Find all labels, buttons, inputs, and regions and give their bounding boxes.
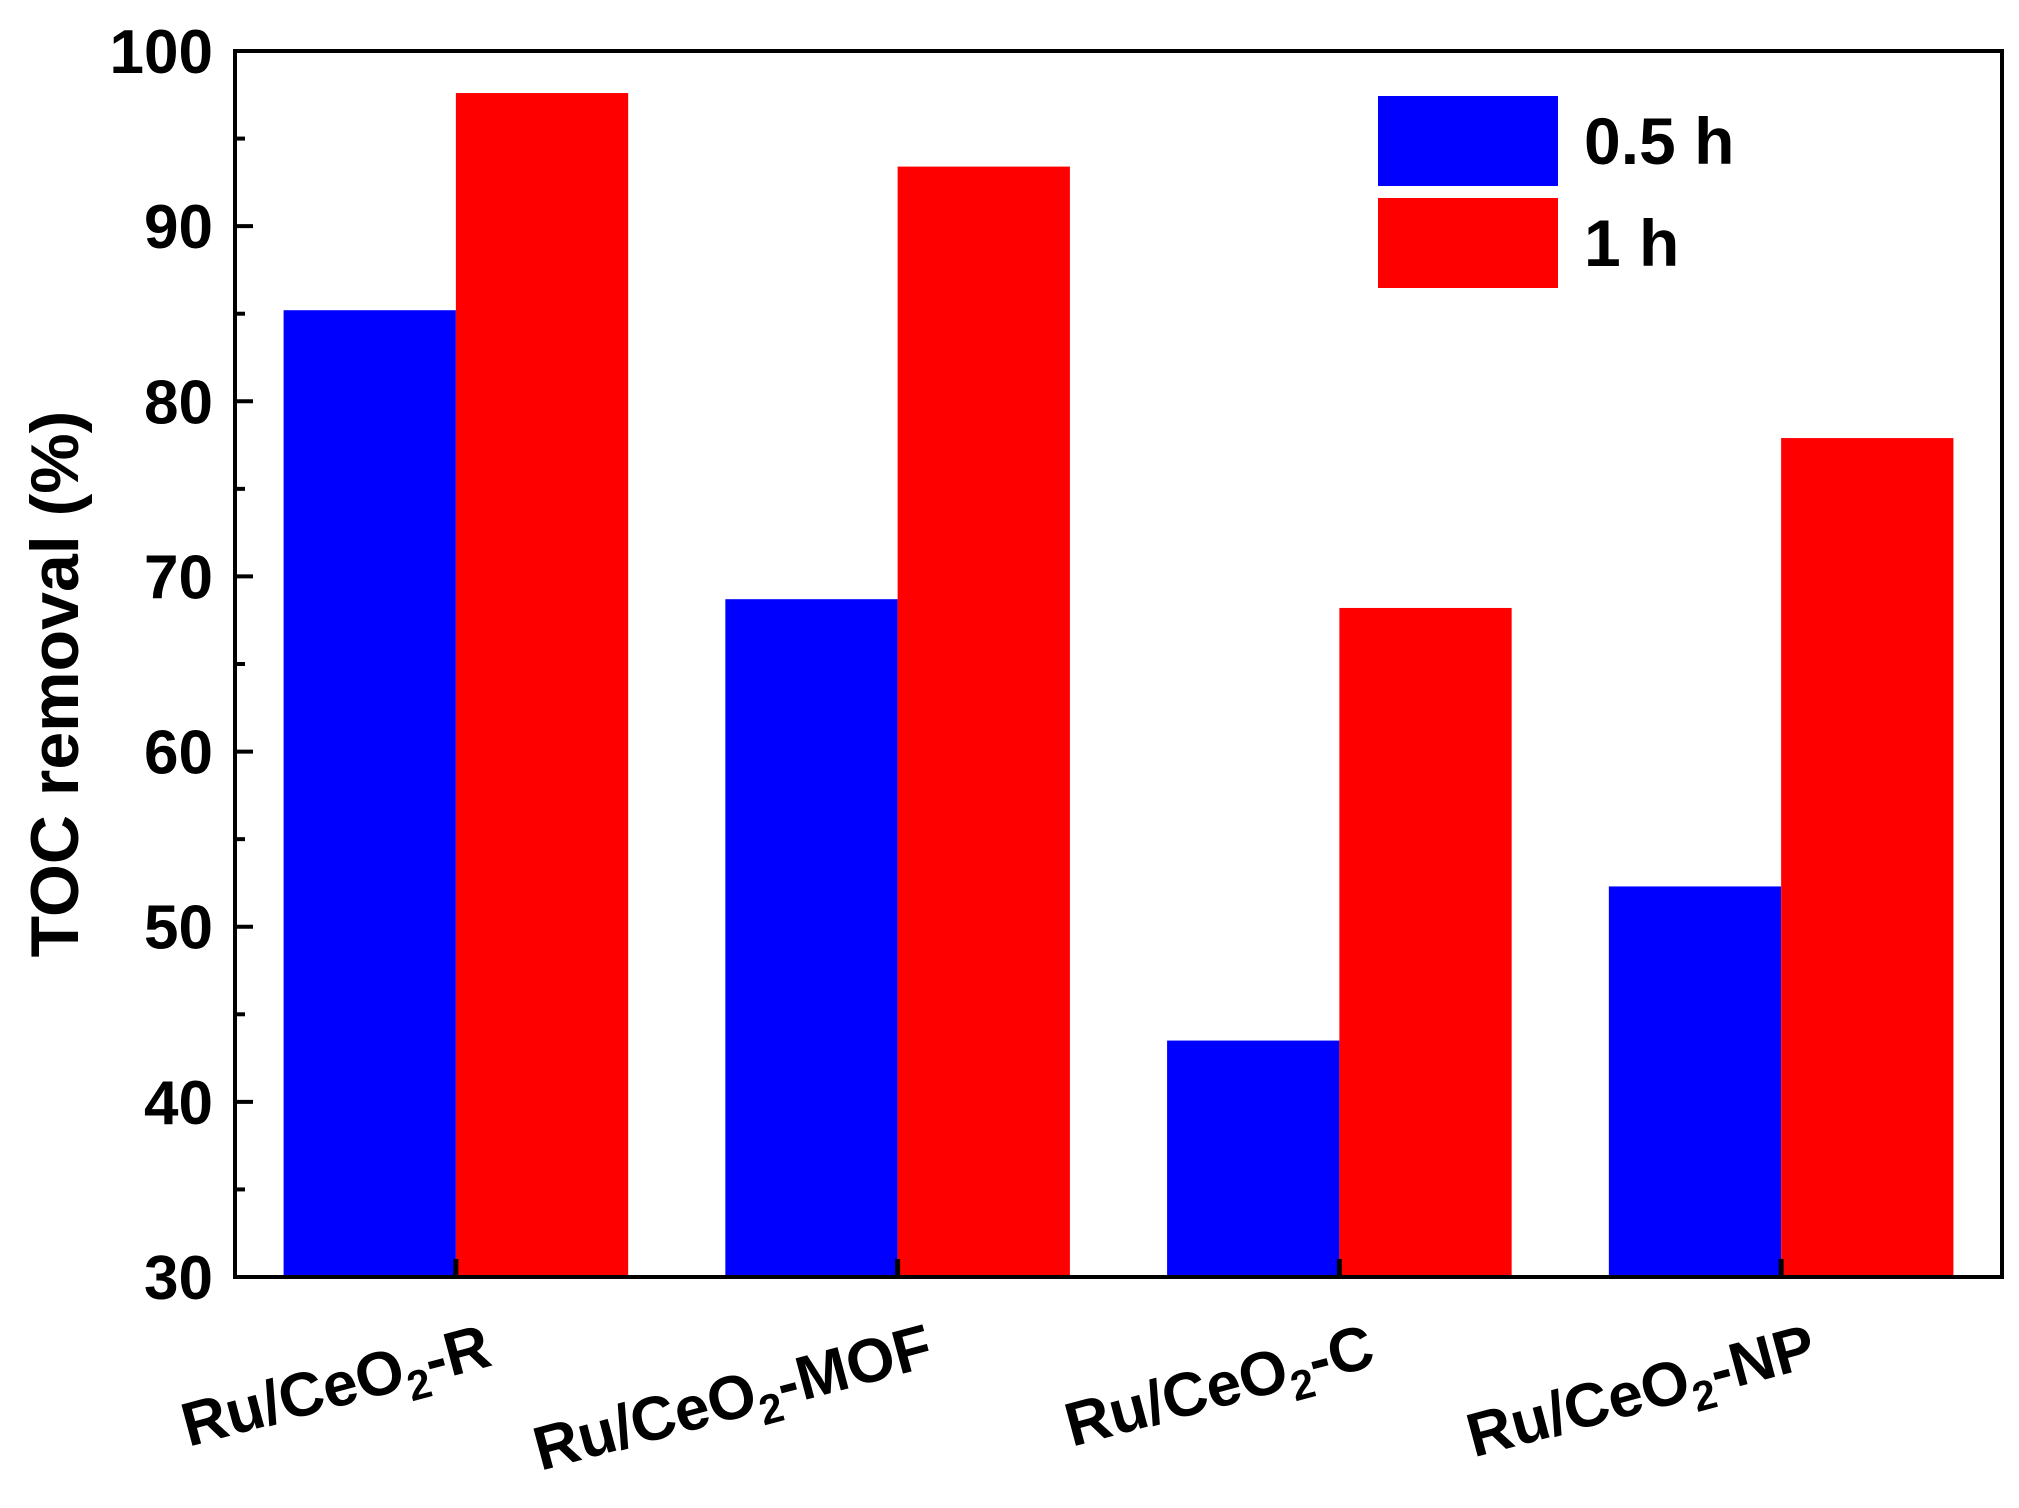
x-tick-label: Ru/CeO2-MOF (526, 1312, 941, 1493)
bar-series-a-cat-4 (1608, 886, 1782, 1277)
y-tick-label: 80 (144, 368, 213, 437)
y-tick-label: 90 (144, 193, 213, 262)
bar-series-b-cat-2 (897, 166, 1070, 1278)
x-tick-label: Ru/CeO2-NP (1460, 1312, 1826, 1480)
bar-series-a-cat-2 (725, 599, 898, 1277)
bar-series-a-cat-1 (283, 310, 456, 1277)
bars-layer (283, 93, 1954, 1278)
legend-label: 1 h (1584, 206, 1679, 280)
legend-label: 0.5 h (1584, 104, 1734, 178)
y-tick-label: 40 (144, 1069, 213, 1138)
bar-series-b-cat-3 (1339, 607, 1512, 1277)
legend: 0.5 h 1 h (1378, 96, 1734, 288)
y-tick-label: 50 (144, 894, 213, 963)
y-axis-label: TOC removal (%) (17, 411, 93, 958)
y-tick-label: 100 (110, 18, 213, 87)
y-tick-label: 70 (144, 543, 213, 612)
x-tick-label: Ru/CeO2-R (174, 1312, 500, 1469)
bar-series-a-cat-3 (1167, 1040, 1340, 1277)
bar-series-b-cat-4 (1781, 438, 1954, 1278)
legend-swatch (1378, 198, 1558, 288)
legend-swatch (1378, 96, 1558, 186)
x-tick-label: Ru/CeO2-C (1058, 1312, 1384, 1469)
y-tick-label: 30 (144, 1244, 213, 1313)
y-tick-label: 60 (144, 719, 213, 788)
bar-series-b-cat-1 (455, 93, 629, 1277)
